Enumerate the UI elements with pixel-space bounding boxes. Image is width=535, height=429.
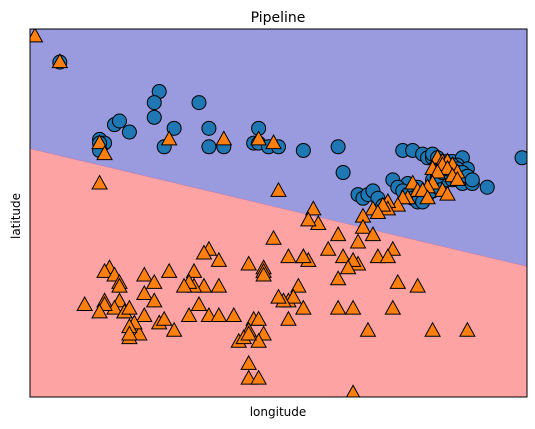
circle-point	[147, 110, 161, 124]
circle-point	[147, 96, 161, 110]
circle-point	[336, 166, 350, 180]
circle-point	[122, 125, 136, 139]
y-axis-label: latitude	[9, 193, 23, 239]
x-axis-label: longitude	[250, 405, 307, 419]
circle-point	[465, 173, 479, 187]
circle-point	[202, 140, 216, 154]
circle-point	[296, 143, 310, 157]
circle-point	[480, 180, 494, 194]
circle-point	[112, 114, 126, 128]
circle-point	[331, 140, 345, 154]
circle-point	[202, 121, 216, 135]
circle-point	[192, 96, 206, 110]
chart-title: Pipeline	[251, 10, 306, 26]
